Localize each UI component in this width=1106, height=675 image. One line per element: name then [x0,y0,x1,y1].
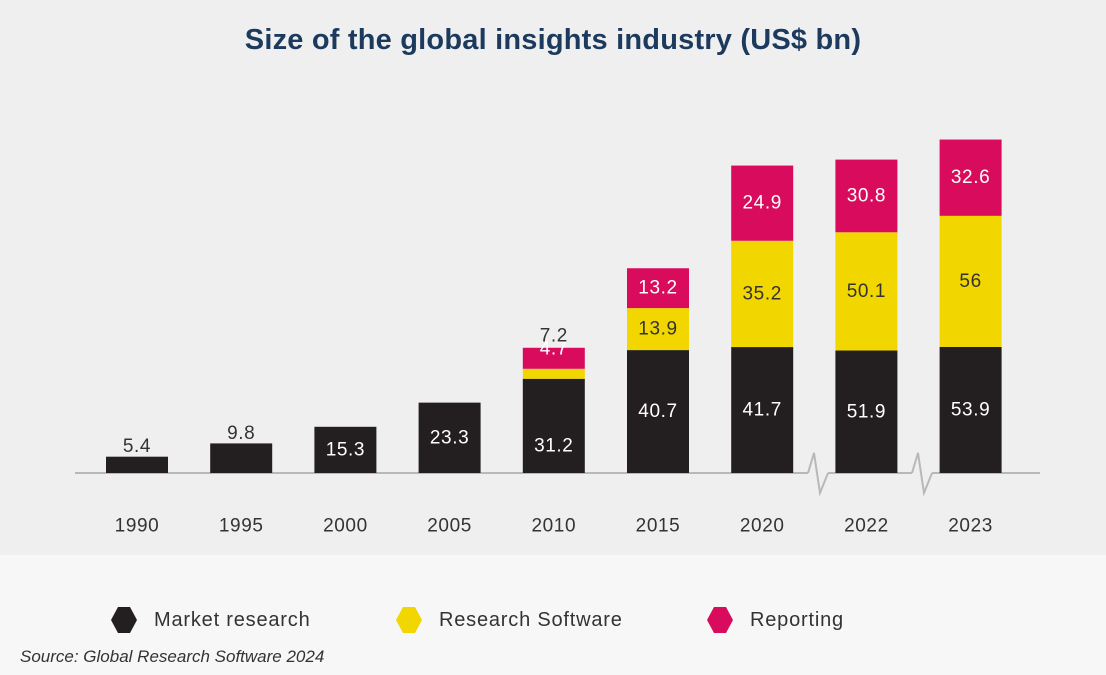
legend-swatch-market-research [111,607,137,633]
data-label-2023-market-research: 53.9 [951,399,990,420]
bar-2022-market-research [835,350,898,473]
legend-label-research-software: Research Software [439,608,623,631]
legend-swatch-reporting [707,607,733,633]
bar-1990-market-research [106,456,168,473]
data-label-2020-market-research: 41.7 [743,400,782,421]
x-tick-label-2000: 2000 [323,516,368,537]
bar-2015-reporting [627,268,689,309]
bar-2022-reporting [835,159,898,233]
data-label-2022-market-research: 51.9 [847,401,886,422]
data-label-2015-market-research: 40.7 [638,401,677,422]
x-tick-label-2010: 2010 [531,516,576,537]
source-note: Source: Global Research Software 2024 [20,647,325,666]
bar-2010-market-research [522,378,585,473]
bar-2023-market-research [939,346,1002,473]
legend-item-reporting: Reporting [706,600,844,640]
chart-svg: 5.4 1990 9.8 1995 15.3 2000 23.3 2005 31.2 4.77.2… [75,139,1040,537]
bar-2010-research-software [522,368,585,379]
legend-item-market-research: Market research [110,600,311,640]
legend-label-reporting: Reporting [750,608,844,631]
chart-title: Size of the global insights industry (US… [244,24,862,56]
data-label-1990-market-research: 5.4 [123,436,151,457]
axis-break-2 [911,452,933,497]
x-tick-label-2022: 2022 [844,516,889,537]
data-label-2020-reporting: 24.9 [743,193,782,214]
x-tick-label-2005: 2005 [427,516,472,537]
bar-2020-research-software [731,240,794,348]
legend-item-research-software: Research Software [395,600,623,640]
axis-break-1 [807,452,829,497]
bar-2000-market-research [314,426,377,473]
data-label-2010-research-software: 4.7 [540,338,568,359]
data-label-2023-research-software: 56 [959,271,981,292]
data-label-1995-market-research: 9.8 [227,423,255,444]
data-label-2022-research-software: 50.1 [847,281,886,302]
bar-2020-market-research [731,347,794,473]
bar-2015-market-research [627,350,689,473]
x-tick-label-2023: 2023 [948,516,993,537]
data-label-2010-reporting: 7.2 [540,325,568,346]
data-label-2005-market-research: 23.3 [430,427,469,448]
bar-2023-reporting [939,139,1002,216]
bar-2015-research-software [627,308,689,351]
data-label-2020-research-software: 35.2 [743,283,782,304]
bar-2005-market-research [418,402,481,473]
data-label-2022-reporting: 30.8 [847,185,886,206]
bar-2020-reporting [731,165,794,241]
data-label-2015-research-software: 13.9 [638,319,677,340]
x-tick-label-1990: 1990 [115,516,160,537]
x-tick-label-2020: 2020 [740,516,785,537]
data-label-2010-market-research: 31.2 [534,436,573,457]
bar-2010-reporting [522,347,585,369]
data-label-2023-reporting: 32.6 [951,167,990,188]
data-label-2015-reporting: 13.2 [638,278,677,299]
bar-1995-market-research [210,443,273,473]
legend-label-market-research: Market research [154,608,311,631]
bar-2023-research-software [939,215,1002,347]
bar-2022-research-software [835,232,898,351]
x-tick-label-2015: 2015 [636,516,681,537]
x-tick-label-1995: 1995 [219,516,264,537]
legend: Market research Research Software Report… [0,600,1106,640]
data-label-2000-market-research: 15.3 [326,439,365,460]
legend-swatch-research-software [396,607,422,633]
